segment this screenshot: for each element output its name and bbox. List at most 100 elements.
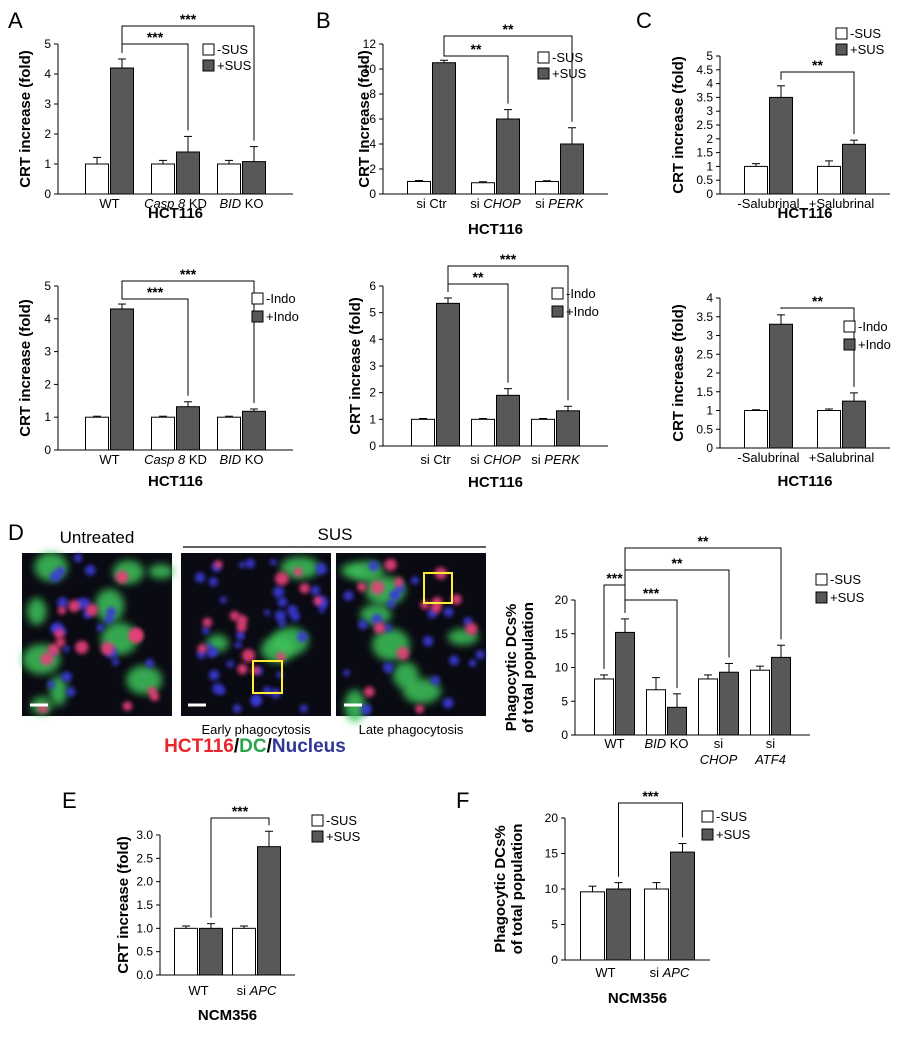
hct116-cell: [370, 580, 385, 595]
category-label: BID KO: [219, 452, 263, 467]
legend-label: +SUS: [217, 58, 252, 73]
dc-cell: [351, 560, 384, 583]
category-label: si Ctr: [416, 196, 447, 211]
category-label-part: si: [714, 736, 724, 751]
y-tick-label: 2: [44, 127, 51, 141]
category-label: si: [766, 736, 776, 751]
legend-swatch: [311, 830, 324, 843]
hct116-cell: [393, 577, 404, 587]
hct116-cell: [363, 686, 375, 698]
dc-cell: [95, 588, 125, 623]
y-tick-label: 15: [555, 627, 569, 641]
bar-plus: [771, 656, 791, 736]
panel-label-e: E: [62, 788, 77, 813]
y-tick-label: 1.5: [136, 898, 153, 912]
panel-label-c: C: [636, 8, 652, 33]
hct116-cell: [149, 691, 160, 702]
y-tick-label: 2: [44, 377, 51, 391]
category-label-part: si: [237, 983, 250, 998]
bar-plus: [176, 151, 200, 195]
cell-line-label: HCT116: [777, 205, 832, 222]
y-tick-label: 2: [706, 132, 713, 146]
dc-cell: [26, 597, 47, 626]
significance-label: ***: [147, 29, 164, 45]
significance-label: ***: [642, 788, 659, 804]
highlight-box-early: [252, 660, 283, 694]
y-axis-label: CRT increase (fold): [347, 297, 364, 435]
dc-cell: [402, 678, 442, 704]
hct116-cell: [214, 560, 223, 569]
nucleus: [442, 697, 454, 709]
category-label: si APC: [237, 983, 277, 998]
bar-minus: [471, 182, 495, 195]
nucleus: [201, 626, 210, 635]
y-tick-label: 0: [706, 441, 713, 455]
y-tick-label: 2.5: [136, 851, 153, 865]
y-tick-label: 0: [44, 187, 51, 201]
bar-minus: [217, 416, 241, 451]
nucleus: [277, 596, 288, 607]
legend-swatch: [815, 591, 828, 604]
category-label-part: si: [470, 452, 483, 467]
nucleus: [263, 609, 271, 616]
nucleus: [274, 610, 287, 622]
y-axis-label-2: of total population: [520, 602, 537, 733]
significance-bracket: [780, 71, 855, 135]
significance-label: ***: [500, 251, 517, 267]
category-label-part: KO: [241, 196, 263, 211]
category-label-part: si: [535, 196, 548, 211]
bar-minus: [471, 418, 495, 447]
nucleus: [343, 669, 350, 677]
category-label: si Ctr: [420, 452, 451, 467]
category-label: WT: [604, 736, 624, 751]
nucleus: [49, 570, 61, 583]
category-label: si CHOP: [470, 452, 521, 467]
chart-e: 0.0 0.5 1.0 1.5 2.0 2.5 3.0 CRT increase (fold)…: [115, 803, 361, 1024]
category-label-part: CHOP: [700, 752, 738, 767]
category-label: BID KO: [644, 736, 688, 751]
category-label: Casp 8 KD: [144, 196, 207, 211]
y-tick-label: 3.5: [696, 90, 713, 104]
y-tick-label: 2.5: [696, 347, 713, 361]
category-label-part: APC: [662, 965, 690, 980]
hct116-cell: [357, 582, 367, 592]
y-tick-label: 0.5: [136, 945, 153, 959]
y-tick-label: 4: [44, 312, 51, 326]
y-tick-label: 12: [363, 37, 377, 51]
legend-swatch: [202, 43, 215, 56]
hct116-cell: [197, 643, 207, 654]
bar-minus: [151, 416, 175, 451]
category-label-part: Casp 8: [144, 452, 186, 467]
significance-label: ***: [643, 585, 660, 601]
y-tick-label: 3.5: [696, 310, 713, 324]
significance-bracket: [210, 817, 270, 918]
legend-label: -SUS: [716, 809, 747, 824]
bar-minus: [535, 181, 559, 195]
sus-label: SUS: [318, 525, 353, 544]
category-label: WT: [99, 452, 119, 467]
y-tick-label: 1.0: [136, 921, 153, 935]
bar-plus: [719, 671, 739, 736]
bar-plus: [606, 888, 631, 961]
chart-c-bottom: 0 0.5 1 1.5 2 2.5 3 3.5 4 CRT increase (fold) -Sal…: [670, 291, 891, 490]
nucleus: [61, 671, 72, 683]
bar-plus: [560, 143, 584, 195]
y-tick-label: 3: [44, 345, 51, 359]
cell-line-label: HCT116: [148, 205, 203, 222]
legend-label: -SUS: [326, 813, 357, 828]
legend-label: -Indo: [566, 286, 596, 301]
hct116-cell: [396, 646, 410, 660]
category-label-part: WT: [595, 965, 615, 980]
nucleus: [111, 658, 120, 666]
bar-plus: [842, 143, 866, 195]
bar-minus: [594, 678, 614, 736]
category-label-part: PERK: [544, 452, 581, 467]
nucleus: [218, 687, 226, 695]
hct116-cell: [373, 622, 386, 634]
y-tick-label: 2: [706, 366, 713, 380]
category-label-part: +Salubrinal: [809, 450, 875, 465]
legend-label: -SUS: [217, 42, 248, 57]
bar-minus: [232, 927, 256, 976]
